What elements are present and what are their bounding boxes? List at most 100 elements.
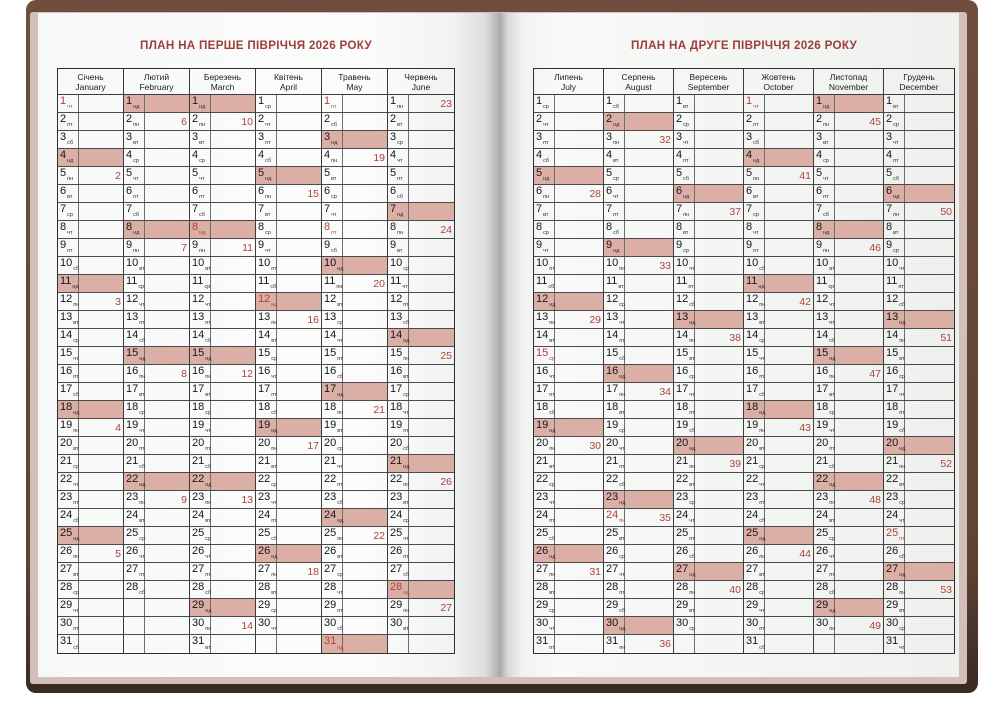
day-number: 30 (816, 617, 829, 629)
day-december-7: 7 пн 50 (884, 203, 954, 221)
day-box: 6 пт (190, 185, 211, 202)
day-number: 18 (60, 401, 73, 413)
day-april-13: 13 пн 16 (256, 311, 322, 329)
day-august-23: 23 нд (604, 491, 674, 509)
right-page-title: ПЛАН НА ДРУГЕ ПІВРІЧЧЯ 2026 РОКУ (630, 38, 858, 52)
day-box: 10 нд (322, 257, 344, 274)
weekday-label: вт (689, 482, 695, 488)
day-number: 11 (192, 275, 204, 287)
weekday-label: сб (270, 284, 277, 290)
notes-box (277, 275, 321, 292)
day-october-28: 28 ср (744, 581, 814, 599)
empty-cell (256, 635, 322, 653)
notes-box (765, 563, 813, 580)
week-number: 6 (181, 115, 187, 128)
day-number: 7 (126, 203, 133, 215)
day-number: 1 (258, 95, 265, 107)
weekday-label: ср (337, 446, 344, 452)
notes-box: 21 (343, 401, 387, 418)
day-may-7: 7 чт (322, 203, 388, 221)
day-box: 7 пн (884, 203, 905, 220)
day-october-15: 15 чт (744, 347, 814, 365)
day-number: 23 (606, 491, 619, 503)
day-number: 11 (816, 275, 828, 287)
day-number: 4 (258, 149, 265, 161)
day-box: 6 ср (322, 185, 343, 202)
notes-box (625, 113, 673, 130)
week-number: 52 (940, 457, 952, 470)
notes-box (835, 545, 883, 562)
day-number: 18 (606, 401, 619, 413)
day-june-28: 28 нд (388, 581, 454, 599)
day-number: 11 (676, 275, 688, 287)
day-box: 14 сб (124, 329, 145, 346)
day-number: 25 (126, 527, 139, 539)
day-february-28: 28 сб (124, 581, 190, 599)
day-number: 16 (324, 365, 337, 377)
day-box: 5 пн (744, 167, 765, 184)
book-cover (26, 0, 978, 693)
day-number: 17 (60, 383, 73, 395)
weekday-label: пт (271, 518, 277, 524)
day-number: 3 (258, 131, 265, 143)
day-march-26: 26 чт (190, 545, 256, 563)
day-number: 4 (536, 149, 543, 161)
weekday-label: пн (899, 464, 906, 470)
day-box: 19 сб (884, 419, 905, 436)
weekday-label: ср (899, 374, 906, 380)
day-box: 21 сб (190, 455, 211, 472)
day-number: 6 (886, 185, 893, 197)
weekday-label: чт (402, 284, 408, 290)
notes-box (277, 599, 321, 616)
weekday-label: сб (689, 302, 696, 308)
day-box: 21 нд (388, 455, 410, 472)
day-box (124, 617, 145, 634)
day-may-20: 20 ср (322, 437, 388, 455)
notes-box (695, 131, 743, 148)
day-box: 8 чт (744, 221, 765, 238)
day-box: 26 пн (744, 545, 765, 562)
notes-box (145, 383, 189, 400)
notes-box (409, 401, 454, 418)
notes-box: 17 (277, 437, 321, 454)
day-april-25: 25 сб (256, 527, 322, 545)
day-number: 12 (324, 293, 337, 305)
day-number: 6 (258, 185, 265, 197)
day-box (674, 635, 695, 653)
notes-box (695, 419, 743, 436)
notes-box: 31 (555, 563, 603, 580)
month-name-uk: Серпень (621, 71, 656, 82)
day-number: 14 (746, 329, 759, 341)
day-february-12: 12 чт (124, 293, 190, 311)
day-number: 13 (536, 311, 549, 323)
notes-box (555, 347, 603, 364)
notes-box (835, 149, 883, 166)
day-box: 23 пн (124, 491, 145, 508)
notes-box: 26 (409, 473, 454, 490)
weekday-label: чт (549, 626, 555, 632)
calendar-grid: 1 ср 1 сб 1 вт 1 чт 1 нд 1 вт 2 чт 2 нд 2 ср 2 пт 2 пн 45 2 ср 3 п… (534, 95, 954, 653)
day-box: 10 сб (744, 257, 765, 274)
day-number: 21 (324, 455, 337, 467)
day-august-7: 7 пт (604, 203, 674, 221)
notes-box (905, 635, 954, 653)
day-number: 17 (816, 383, 829, 395)
day-september-8: 8 вт (674, 221, 744, 239)
month-name-uk: Березень (203, 71, 242, 82)
day-box: 7 сб (190, 203, 211, 220)
weekday-label: пт (205, 320, 211, 326)
notes-box (905, 275, 954, 292)
day-number: 6 (324, 185, 331, 197)
notes-box (211, 509, 255, 526)
day-number: 7 (886, 203, 893, 215)
weekday-label: нд (133, 104, 140, 110)
notes-box (835, 221, 883, 238)
day-box: 22 нд (124, 473, 146, 490)
day-may-29: 29 пт (322, 599, 388, 617)
weekday-label: вт (403, 500, 409, 506)
weekday-label: пт (271, 392, 277, 398)
day-number: 2 (60, 113, 67, 125)
day-number: 27 (60, 563, 73, 575)
weekday-label: сб (271, 536, 278, 542)
notes-box (277, 419, 321, 436)
